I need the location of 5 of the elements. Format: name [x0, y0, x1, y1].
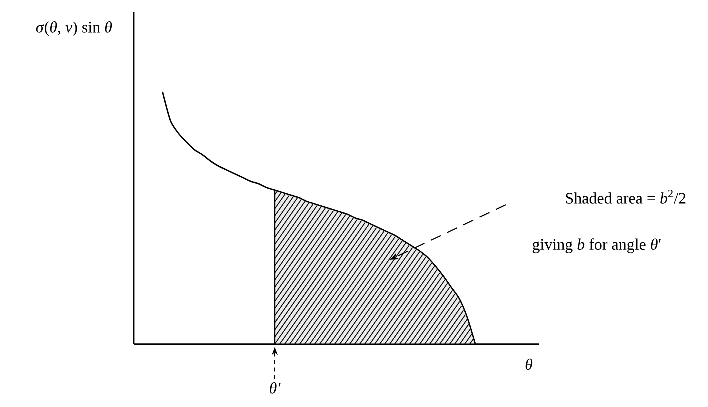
y-axis-title: σ(θ, v) sin θ: [36, 22, 112, 36]
annotation: giving b for angle θ′: [532, 238, 661, 254]
x-axis-title: θ: [526, 358, 533, 370]
text: Shaded area = b$^{2}$/2: [566, 190, 686, 204]
text: θ′: [270, 382, 281, 394]
